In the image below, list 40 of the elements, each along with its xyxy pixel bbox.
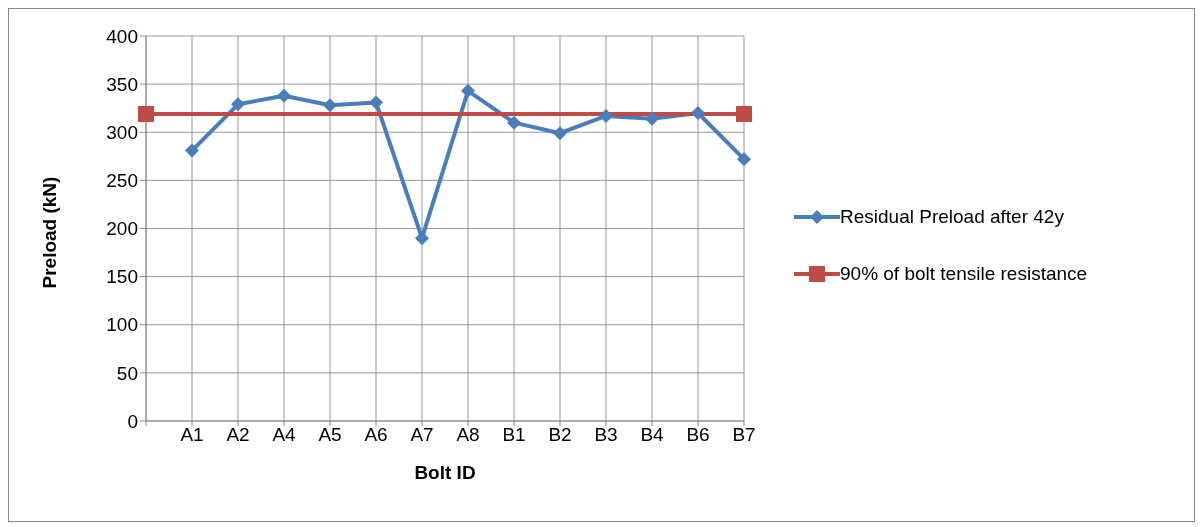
y-tick-label: 150 bbox=[106, 266, 138, 288]
legend-label: Residual Preload after 42y bbox=[840, 205, 1064, 229]
point bbox=[736, 105, 752, 122]
y-tick-label: 250 bbox=[106, 170, 138, 192]
y-tick-label: 200 bbox=[106, 218, 138, 240]
x-axis-title: Bolt ID bbox=[414, 462, 476, 483]
y-tick-label: 100 bbox=[106, 314, 138, 336]
x-tick-label: A1 bbox=[180, 424, 204, 446]
x-tick-label: B3 bbox=[594, 424, 618, 446]
y-tick-label: 300 bbox=[106, 121, 138, 143]
legend-label: 90% of bolt tensile resistance bbox=[840, 262, 1088, 286]
point bbox=[185, 143, 199, 158]
x-tick-label: B2 bbox=[548, 424, 572, 446]
y-tick-label: 50 bbox=[116, 362, 138, 384]
x-tick-label: B7 bbox=[732, 424, 756, 446]
point bbox=[553, 126, 567, 141]
x-tick-label: A5 bbox=[318, 424, 342, 446]
x-tick-label: A6 bbox=[364, 424, 388, 446]
x-tick-label: A2 bbox=[226, 424, 250, 446]
x-tick-label: B4 bbox=[640, 424, 665, 446]
y-tick-label: 350 bbox=[106, 73, 138, 95]
point bbox=[691, 106, 705, 120]
x-tick-label: A4 bbox=[272, 424, 297, 446]
x-tick-label: B1 bbox=[502, 424, 526, 446]
y-tick-label: 0 bbox=[127, 410, 138, 432]
y-tick-label: 400 bbox=[106, 25, 138, 47]
point bbox=[323, 98, 337, 113]
point bbox=[461, 83, 475, 98]
point bbox=[645, 111, 659, 126]
x-tick-label: A7 bbox=[410, 424, 434, 446]
y-axis-title: Preload (kN) bbox=[38, 176, 60, 289]
x-tick-label: B6 bbox=[686, 424, 710, 446]
x-tick-label: A8 bbox=[456, 424, 480, 446]
point bbox=[507, 115, 521, 130]
point bbox=[599, 108, 613, 123]
point bbox=[277, 88, 291, 103]
point bbox=[138, 105, 154, 122]
point bbox=[231, 97, 245, 112]
point bbox=[737, 152, 751, 167]
point bbox=[369, 95, 383, 110]
